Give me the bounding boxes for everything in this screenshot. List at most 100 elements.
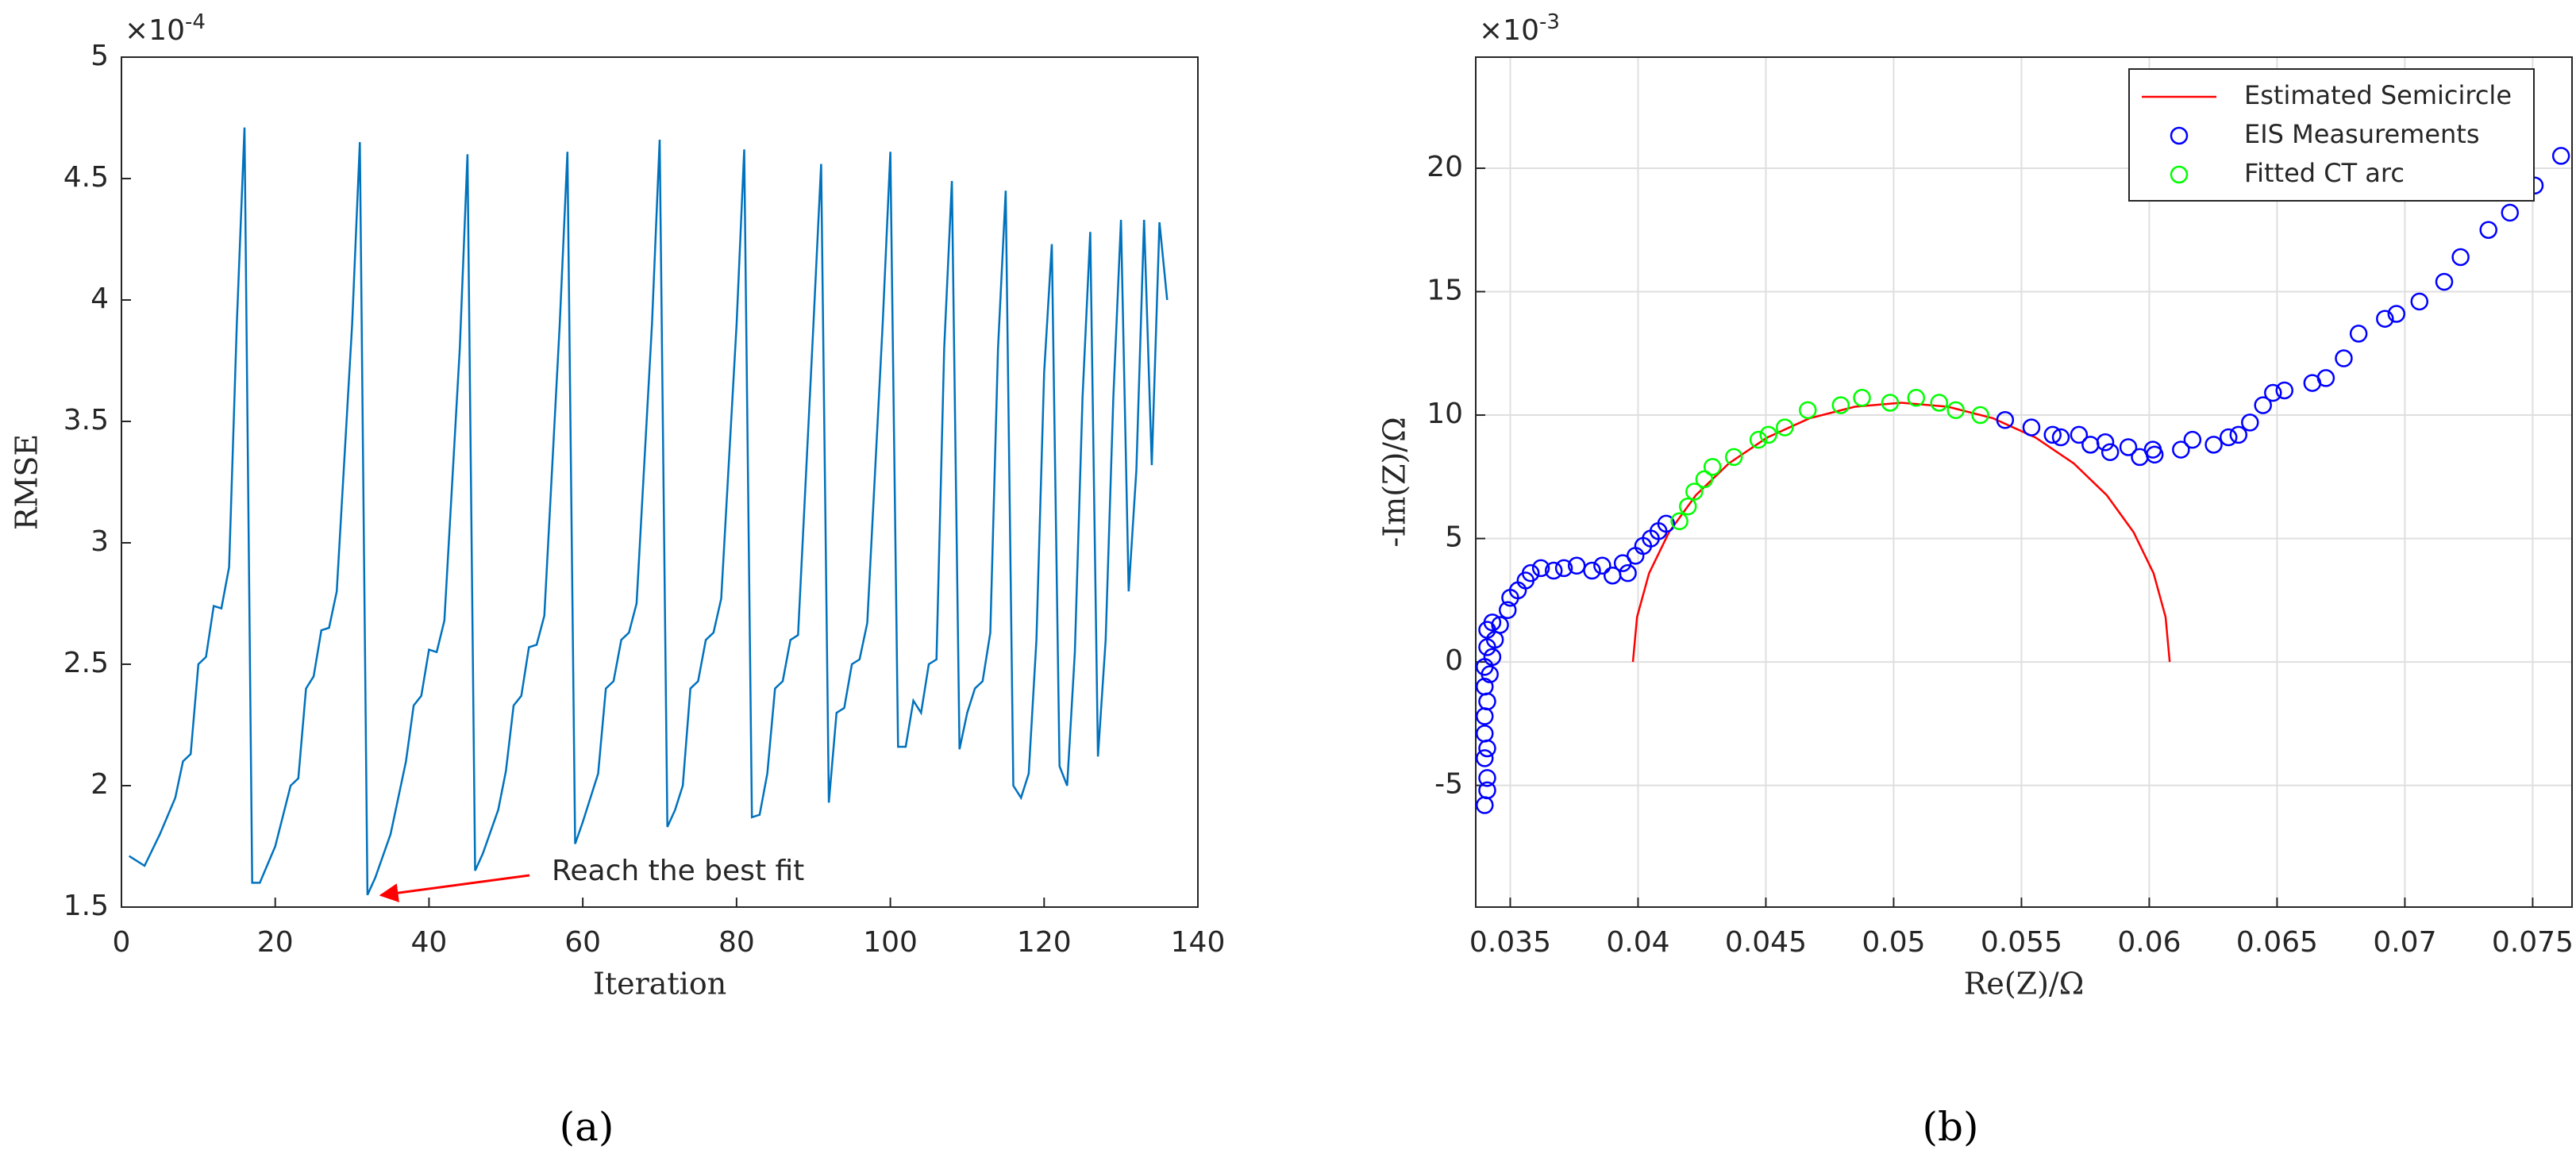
marker — [1476, 677, 1494, 696]
marker — [1593, 556, 1611, 575]
x-tick-label: 40 — [411, 926, 448, 959]
annotation: Reach the best fit — [552, 855, 804, 887]
x-tick-label: 140 — [1171, 926, 1226, 959]
marker — [1685, 483, 1704, 501]
marker — [1483, 648, 1502, 667]
marker — [2349, 325, 2368, 343]
marker — [2183, 430, 2202, 449]
marker — [2410, 292, 2429, 311]
y-tick-label: 10 — [1427, 398, 1463, 430]
marker — [1476, 725, 1494, 743]
legend-swatch — [2170, 165, 2189, 184]
marker — [1799, 401, 1817, 420]
marker — [1531, 559, 1550, 578]
marker — [2254, 396, 2272, 414]
y-tick-label: 1.5 — [64, 890, 109, 922]
x-axis-label: Re(Z)/Ω — [1964, 967, 2084, 1002]
axes-box — [1475, 56, 2573, 908]
data-line — [129, 127, 1169, 896]
marker — [2241, 413, 2259, 432]
marker — [1544, 561, 1563, 580]
marker — [1678, 497, 1697, 516]
y-tick-label: 20 — [1427, 151, 1463, 183]
x-tick-label: 100 — [863, 926, 918, 959]
x-tick-label: 0.06 — [2117, 926, 2181, 959]
x-axis-label: Iteration — [593, 967, 726, 1002]
marker — [1478, 781, 1496, 800]
y-tick-label: -5 — [1434, 768, 1463, 801]
marker — [2051, 428, 2070, 447]
marker — [1476, 749, 1494, 767]
marker — [2316, 369, 2335, 387]
legend-box — [2128, 68, 2535, 202]
marker — [1703, 458, 1722, 476]
multiplier-base: ×10 — [1479, 14, 1539, 47]
y-multiplier: ×10-3 — [1479, 10, 1560, 48]
caption: (b) — [1922, 1104, 1978, 1150]
marker — [1657, 514, 1676, 533]
marker — [2335, 349, 2353, 367]
x-tick-label: 120 — [1017, 926, 1072, 959]
marker — [1619, 563, 1637, 582]
marker — [1554, 559, 1573, 578]
marker — [1498, 601, 1517, 620]
legend-label: EIS Measurements — [2244, 119, 2480, 149]
marker — [2100, 443, 2120, 461]
axes-box — [121, 56, 1199, 908]
marker — [2264, 383, 2282, 402]
marker — [2172, 440, 2190, 459]
marker — [2022, 418, 2041, 436]
marker — [2451, 248, 2470, 267]
marker — [1881, 394, 1900, 412]
marker — [2551, 147, 2570, 165]
y-tick-label: 5 — [90, 40, 109, 72]
x-tick-label: 0.05 — [1862, 926, 1925, 959]
marker — [1907, 389, 1926, 407]
marker — [2479, 221, 2497, 239]
marker — [1478, 769, 1496, 787]
multiplier-power: -3 — [1539, 10, 1560, 34]
y-tick-label: 5 — [1445, 521, 1463, 554]
marker — [1521, 563, 1540, 582]
marker — [1930, 394, 1949, 412]
y-axis-label: -Im(Z)/Ω — [1377, 417, 1412, 547]
marker — [1946, 401, 1965, 420]
y-tick-label: 4 — [90, 283, 109, 315]
x-tick-label: 0.035 — [1469, 926, 1551, 959]
legend-label: Estimated Semicircle — [2244, 80, 2512, 110]
marker — [2220, 428, 2238, 447]
y-tick-label: 4.5 — [64, 161, 109, 194]
marker — [1853, 389, 1871, 407]
y-tick-label: 0 — [1445, 644, 1463, 677]
marker — [2501, 203, 2520, 222]
marker — [1749, 430, 1768, 449]
multiplier-power: -4 — [185, 10, 206, 34]
y-tick-label: 2.5 — [64, 647, 109, 679]
marker — [1971, 406, 1989, 425]
marker — [1759, 425, 1777, 444]
marker — [1491, 616, 1509, 634]
marker — [1695, 470, 1714, 489]
marker — [1583, 561, 1601, 580]
marker — [1831, 396, 1850, 414]
x-tick-label: 0.04 — [1606, 926, 1669, 959]
marker — [1776, 418, 1794, 436]
marker — [2435, 272, 2454, 291]
multiplier-base: ×10 — [125, 14, 185, 47]
y-multiplier: ×10-4 — [125, 10, 206, 48]
marker — [2145, 445, 2164, 464]
y-tick-label: 3 — [90, 525, 109, 558]
x-tick-label: 80 — [718, 926, 755, 959]
marker — [2376, 310, 2394, 328]
x-tick-label: 0.055 — [1981, 926, 2062, 959]
x-tick-label: 0.07 — [2373, 926, 2436, 959]
y-tick-label: 3.5 — [64, 404, 109, 436]
y-tick-label: 15 — [1427, 275, 1463, 307]
x-tick-label: 20 — [257, 926, 294, 959]
caption: (a) — [560, 1104, 614, 1150]
marker — [2229, 425, 2248, 444]
y-tick-label: 2 — [90, 768, 109, 801]
marker — [1670, 512, 1688, 531]
marker — [1483, 613, 1502, 632]
